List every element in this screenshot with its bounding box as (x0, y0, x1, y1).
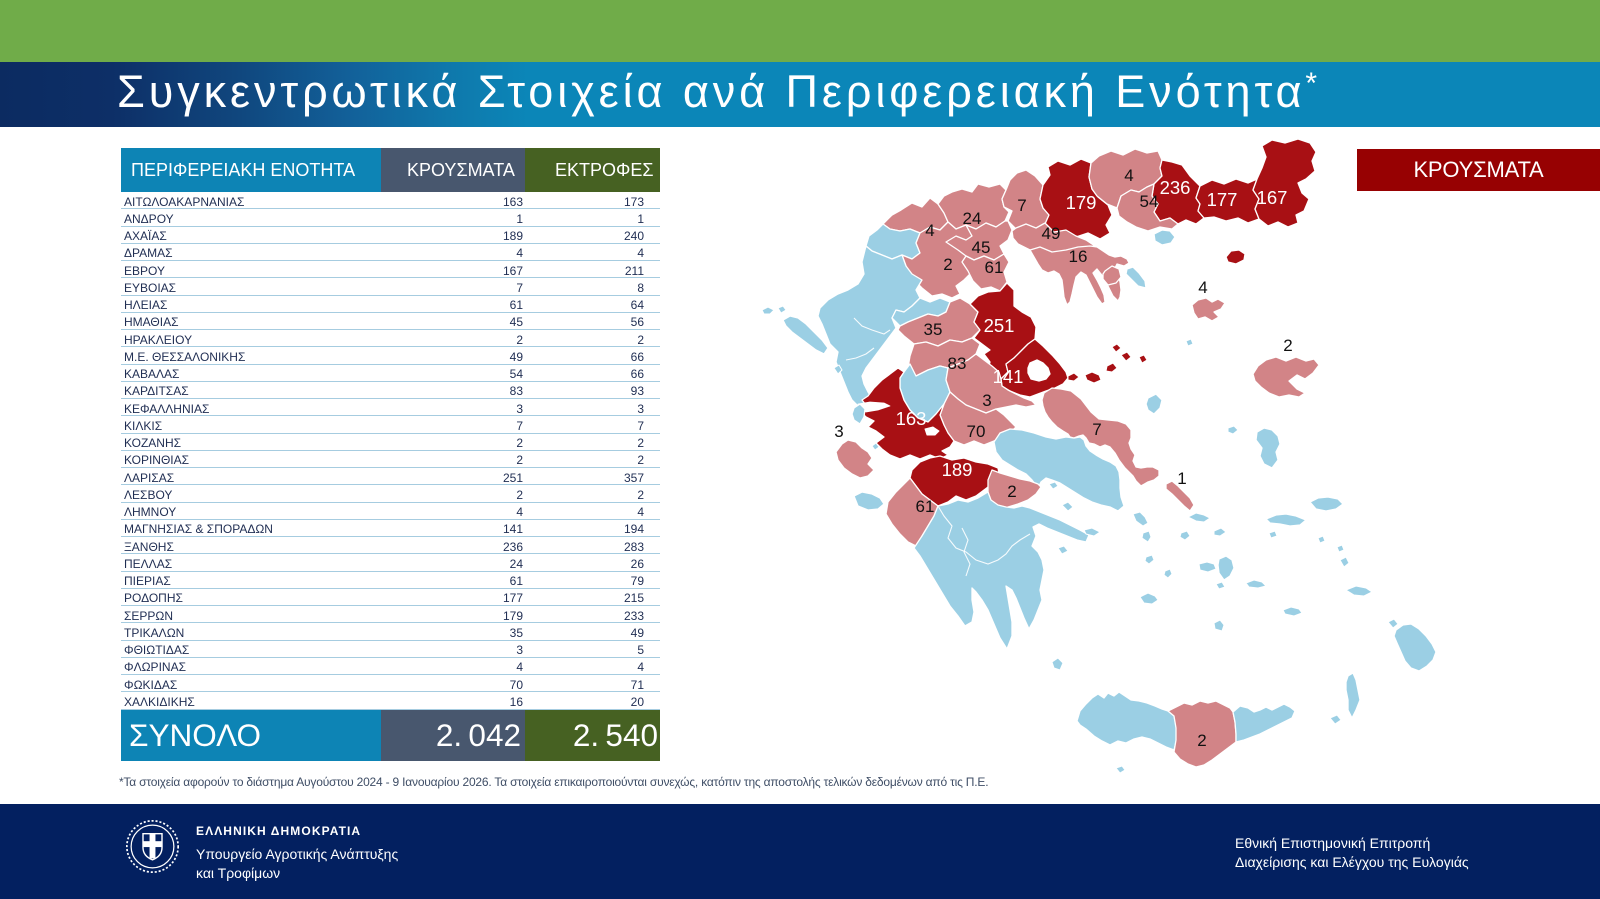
svg-text:4: 4 (925, 221, 934, 240)
svg-text:70: 70 (967, 422, 986, 441)
svg-text:236: 236 (1160, 177, 1191, 198)
svg-text:2: 2 (1197, 731, 1206, 750)
svg-text:7: 7 (1092, 420, 1101, 439)
svg-text:179: 179 (1066, 192, 1097, 213)
svg-text:167: 167 (1257, 187, 1288, 208)
svg-text:4: 4 (1198, 278, 1207, 297)
svg-text:61: 61 (985, 258, 1004, 277)
svg-text:141: 141 (993, 366, 1024, 387)
svg-text:61: 61 (916, 497, 935, 516)
svg-text:24: 24 (963, 209, 982, 228)
svg-text:7: 7 (1017, 196, 1026, 215)
svg-text:54: 54 (1140, 192, 1159, 211)
svg-text:3: 3 (982, 391, 991, 410)
svg-text:2: 2 (943, 255, 952, 274)
svg-text:189: 189 (942, 459, 973, 480)
svg-text:2: 2 (1283, 336, 1292, 355)
svg-text:35: 35 (924, 320, 943, 339)
svg-text:163: 163 (896, 408, 927, 429)
svg-text:251: 251 (984, 315, 1015, 336)
svg-text:4: 4 (1124, 166, 1133, 185)
svg-text:45: 45 (972, 238, 991, 257)
svg-text:83: 83 (948, 354, 967, 373)
svg-text:49: 49 (1042, 224, 1061, 243)
svg-text:1: 1 (1177, 469, 1186, 488)
svg-text:3: 3 (834, 422, 843, 441)
svg-text:16: 16 (1069, 247, 1088, 266)
svg-text:2: 2 (1007, 482, 1016, 501)
svg-text:177: 177 (1207, 189, 1238, 210)
